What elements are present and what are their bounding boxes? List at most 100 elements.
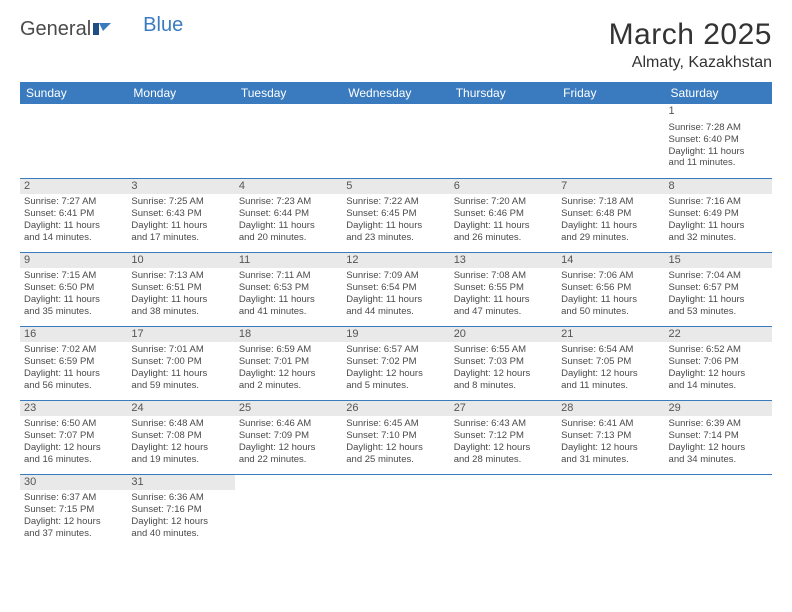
daylight1-text: Daylight: 11 hours [669, 146, 768, 158]
daylight1-text: Daylight: 11 hours [24, 220, 123, 232]
day-details: Sunrise: 7:04 AMSunset: 6:57 PMDaylight:… [669, 270, 768, 318]
sunrise-text: Sunrise: 7:20 AM [454, 196, 553, 208]
calendar-cell [557, 104, 664, 178]
daylight1-text: Daylight: 11 hours [454, 294, 553, 306]
sunrise-text: Sunrise: 6:54 AM [561, 344, 660, 356]
calendar-cell: 22Sunrise: 6:52 AMSunset: 7:06 PMDayligh… [665, 326, 772, 400]
day-details: Sunrise: 7:23 AMSunset: 6:44 PMDaylight:… [239, 196, 338, 244]
calendar-cell: 29Sunrise: 6:39 AMSunset: 7:14 PMDayligh… [665, 400, 772, 474]
day-header-row: Sunday Monday Tuesday Wednesday Thursday… [20, 82, 772, 104]
daylight2-text: and 47 minutes. [454, 306, 553, 318]
logo-text-blue: Blue [143, 14, 183, 37]
day-number: 22 [665, 327, 772, 343]
calendar-cell [665, 474, 772, 548]
daylight2-text: and 34 minutes. [669, 454, 768, 466]
day-details: Sunrise: 7:25 AMSunset: 6:43 PMDaylight:… [131, 196, 230, 244]
day-details: Sunrise: 6:39 AMSunset: 7:14 PMDaylight:… [669, 418, 768, 466]
daylight1-text: Daylight: 12 hours [454, 442, 553, 454]
sunrise-text: Sunrise: 7:23 AM [239, 196, 338, 208]
day-header: Monday [127, 82, 234, 104]
sunrise-text: Sunrise: 7:09 AM [346, 270, 445, 282]
daylight1-text: Daylight: 12 hours [561, 442, 660, 454]
sunrise-text: Sunrise: 7:16 AM [669, 196, 768, 208]
day-details: Sunrise: 7:15 AMSunset: 6:50 PMDaylight:… [24, 270, 123, 318]
sunset-text: Sunset: 6:43 PM [131, 208, 230, 220]
sunset-text: Sunset: 7:07 PM [24, 430, 123, 442]
sunrise-text: Sunrise: 7:06 AM [561, 270, 660, 282]
sunrise-text: Sunrise: 7:01 AM [131, 344, 230, 356]
calendar-cell: 16Sunrise: 7:02 AMSunset: 6:59 PMDayligh… [20, 326, 127, 400]
daylight2-text: and 29 minutes. [561, 232, 660, 244]
day-details: Sunrise: 6:36 AMSunset: 7:16 PMDaylight:… [131, 492, 230, 540]
sunrise-text: Sunrise: 7:02 AM [24, 344, 123, 356]
day-number: 12 [342, 253, 449, 269]
day-details: Sunrise: 7:11 AMSunset: 6:53 PMDaylight:… [239, 270, 338, 318]
day-number: 13 [450, 253, 557, 269]
daylight1-text: Daylight: 12 hours [239, 442, 338, 454]
daylight2-text: and 11 minutes. [561, 380, 660, 392]
sunrise-text: Sunrise: 6:43 AM [454, 418, 553, 430]
daylight1-text: Daylight: 11 hours [239, 294, 338, 306]
calendar-row: 9Sunrise: 7:15 AMSunset: 6:50 PMDaylight… [20, 252, 772, 326]
daylight2-text: and 40 minutes. [131, 528, 230, 540]
daylight1-text: Daylight: 12 hours [454, 368, 553, 380]
day-details: Sunrise: 6:41 AMSunset: 7:13 PMDaylight:… [561, 418, 660, 466]
sunrise-text: Sunrise: 6:39 AM [669, 418, 768, 430]
calendar-cell: 14Sunrise: 7:06 AMSunset: 6:56 PMDayligh… [557, 252, 664, 326]
day-details: Sunrise: 7:13 AMSunset: 6:51 PMDaylight:… [131, 270, 230, 318]
day-details: Sunrise: 6:48 AMSunset: 7:08 PMDaylight:… [131, 418, 230, 466]
sunset-text: Sunset: 7:08 PM [131, 430, 230, 442]
page-header: General Blue March 2025 Almaty, Kazakhst… [20, 18, 772, 72]
day-details: Sunrise: 6:45 AMSunset: 7:10 PMDaylight:… [346, 418, 445, 466]
calendar-cell: 24Sunrise: 6:48 AMSunset: 7:08 PMDayligh… [127, 400, 234, 474]
daylight2-text: and 25 minutes. [346, 454, 445, 466]
day-details: Sunrise: 7:18 AMSunset: 6:48 PMDaylight:… [561, 196, 660, 244]
daylight1-text: Daylight: 12 hours [24, 516, 123, 528]
sunset-text: Sunset: 7:00 PM [131, 356, 230, 368]
daylight2-text: and 11 minutes. [669, 157, 768, 169]
day-details: Sunrise: 7:20 AMSunset: 6:46 PMDaylight:… [454, 196, 553, 244]
calendar-cell [557, 474, 664, 548]
calendar-cell [235, 474, 342, 548]
daylight1-text: Daylight: 11 hours [239, 220, 338, 232]
sunset-text: Sunset: 7:02 PM [346, 356, 445, 368]
day-number: 17 [127, 327, 234, 343]
daylight2-text: and 23 minutes. [346, 232, 445, 244]
daylight2-text: and 50 minutes. [561, 306, 660, 318]
sunset-text: Sunset: 7:03 PM [454, 356, 553, 368]
day-header: Tuesday [235, 82, 342, 104]
sunrise-text: Sunrise: 6:45 AM [346, 418, 445, 430]
sunset-text: Sunset: 6:50 PM [24, 282, 123, 294]
sunrise-text: Sunrise: 6:52 AM [669, 344, 768, 356]
daylight1-text: Daylight: 11 hours [669, 294, 768, 306]
daylight1-text: Daylight: 11 hours [346, 294, 445, 306]
daylight1-text: Daylight: 11 hours [131, 220, 230, 232]
calendar-cell: 26Sunrise: 6:45 AMSunset: 7:10 PMDayligh… [342, 400, 449, 474]
daylight2-text: and 19 minutes. [131, 454, 230, 466]
calendar-cell [127, 104, 234, 178]
day-number: 26 [342, 401, 449, 417]
daylight2-text: and 5 minutes. [346, 380, 445, 392]
day-details: Sunrise: 6:52 AMSunset: 7:06 PMDaylight:… [669, 344, 768, 392]
logo-flag-icon [93, 18, 115, 41]
day-details: Sunrise: 6:50 AMSunset: 7:07 PMDaylight:… [24, 418, 123, 466]
daylight2-text: and 32 minutes. [669, 232, 768, 244]
calendar-cell: 1Sunrise: 7:28 AMSunset: 6:40 PMDaylight… [665, 104, 772, 178]
day-details: Sunrise: 7:02 AMSunset: 6:59 PMDaylight:… [24, 344, 123, 392]
sunset-text: Sunset: 6:59 PM [24, 356, 123, 368]
sunset-text: Sunset: 7:13 PM [561, 430, 660, 442]
daylight1-text: Daylight: 12 hours [131, 516, 230, 528]
sunset-text: Sunset: 6:56 PM [561, 282, 660, 294]
daylight2-text: and 26 minutes. [454, 232, 553, 244]
daylight2-text: and 20 minutes. [239, 232, 338, 244]
calendar-cell: 18Sunrise: 6:59 AMSunset: 7:01 PMDayligh… [235, 326, 342, 400]
calendar-row: 30Sunrise: 6:37 AMSunset: 7:15 PMDayligh… [20, 474, 772, 548]
sunset-text: Sunset: 6:51 PM [131, 282, 230, 294]
calendar-row: 16Sunrise: 7:02 AMSunset: 6:59 PMDayligh… [20, 326, 772, 400]
calendar-cell: 31Sunrise: 6:36 AMSunset: 7:16 PMDayligh… [127, 474, 234, 548]
day-number: 7 [557, 179, 664, 195]
calendar-cell: 30Sunrise: 6:37 AMSunset: 7:15 PMDayligh… [20, 474, 127, 548]
sunset-text: Sunset: 7:05 PM [561, 356, 660, 368]
day-details: Sunrise: 7:06 AMSunset: 6:56 PMDaylight:… [561, 270, 660, 318]
sunset-text: Sunset: 6:45 PM [346, 208, 445, 220]
